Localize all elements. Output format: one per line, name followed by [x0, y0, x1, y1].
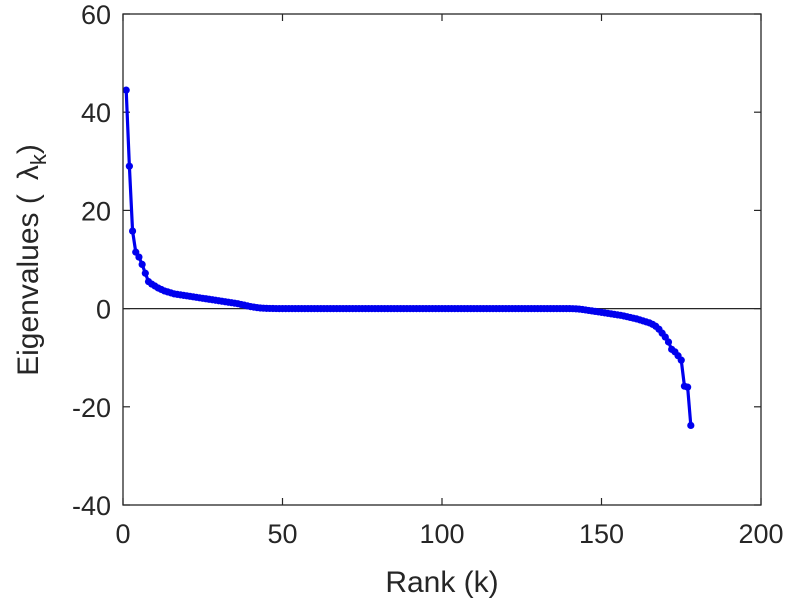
x-tick-label: 150 — [579, 519, 624, 549]
x-tick-label: 200 — [738, 519, 783, 549]
tick-labels: 0 50 100 150 200 -40 -20 0 20 40 60 — [72, 0, 784, 549]
data-point — [664, 338, 673, 346]
y-tick-label: 0 — [96, 295, 111, 325]
y-axis-label-symbol: λ — [12, 165, 45, 180]
y-tick-label: -20 — [72, 393, 111, 423]
y-axis-label-suffix: ) — [12, 144, 45, 154]
y-tick-label: -40 — [72, 491, 111, 521]
data-point — [122, 86, 130, 94]
x-axis-label: Rank (k) — [385, 566, 498, 599]
data-point — [135, 253, 143, 261]
data-point — [141, 269, 149, 277]
y-tick-label: 40 — [81, 98, 111, 128]
x-tick-label: 100 — [419, 519, 464, 549]
plot-area — [123, 14, 761, 505]
y-axis-label: Eigenvalues ( λk) — [12, 144, 51, 376]
y-axis-label-subscript: k — [26, 153, 51, 165]
x-tick-label: 50 — [267, 519, 297, 549]
y-tick-label: 20 — [81, 196, 111, 226]
data-point — [128, 227, 137, 235]
y-tick-label: 60 — [81, 0, 111, 30]
series-layer — [122, 86, 695, 430]
data-point — [138, 260, 146, 269]
x-tick-label: 0 — [115, 519, 130, 549]
data-point — [677, 356, 685, 364]
data-point — [125, 162, 133, 170]
plot-frame — [122, 13, 762, 506]
y-axis-label-prefix: Eigenvalues ( — [12, 194, 45, 376]
data-point — [684, 383, 692, 391]
data-point — [687, 421, 695, 430]
